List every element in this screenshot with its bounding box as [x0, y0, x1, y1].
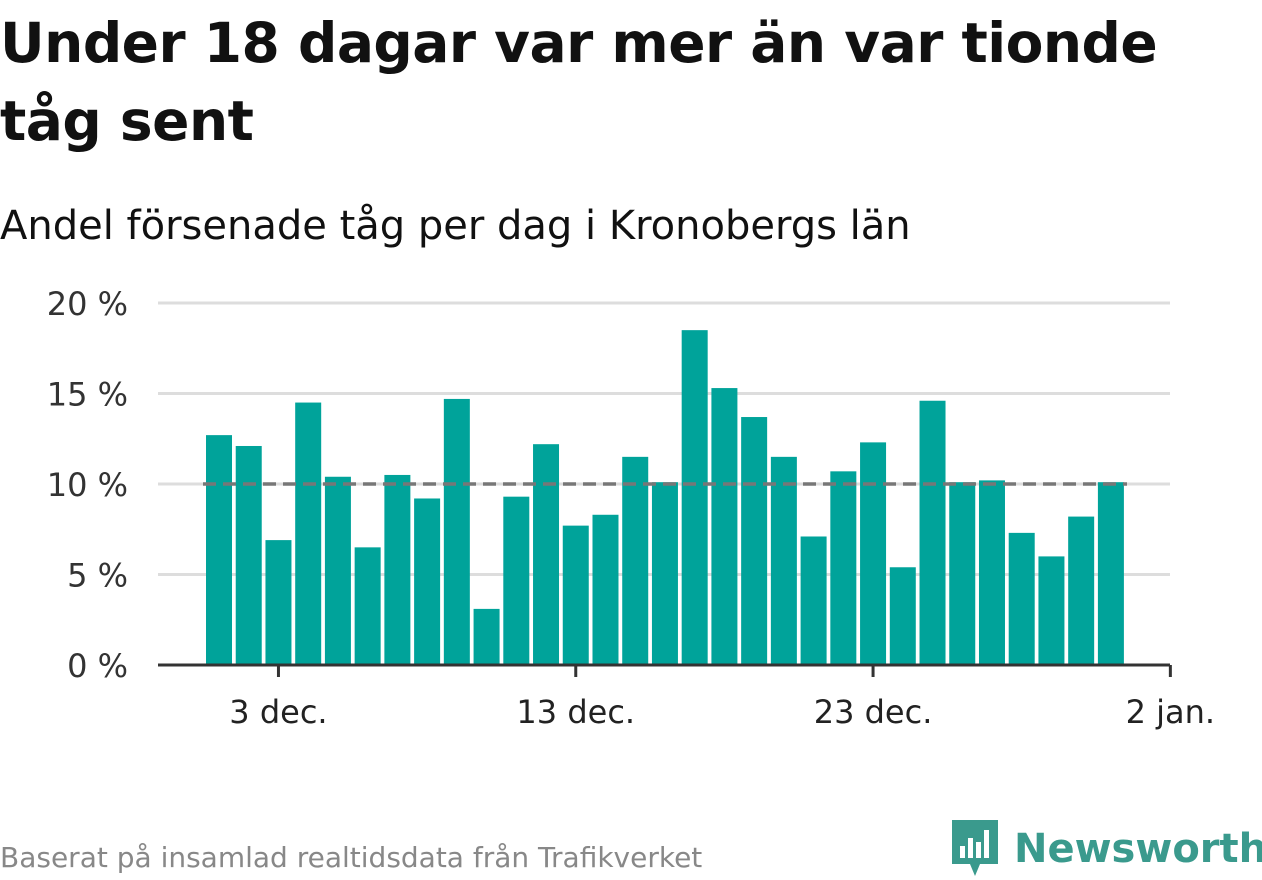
bar: [860, 442, 887, 665]
x-tick-label: 3 dec.: [229, 693, 327, 731]
source-note: Baserat på insamlad realtidsdata från Tr…: [0, 841, 703, 874]
bar: [206, 435, 232, 665]
bar: [651, 482, 678, 665]
bar: [562, 525, 589, 665]
bar: [414, 498, 441, 665]
bar: [295, 402, 322, 665]
bar-chart: 0 % 5 % 10 % 15 % 20 % 3 dec. 13 dec. 23 dec. 2 …: [47, 285, 1215, 731]
bar: [681, 330, 708, 665]
x-tick-label: 13 dec.: [516, 693, 635, 731]
y-tick-label: 20 %: [47, 285, 128, 323]
bar: [443, 398, 470, 665]
newsworthy-logo-icon: [952, 820, 998, 876]
x-tick-label: 23 dec.: [814, 693, 933, 731]
brand-name: Newsworthy: [1014, 826, 1262, 872]
chart-title: Under 18 dagar var mer än var tionde tåg…: [0, 11, 1158, 153]
bar: [889, 567, 916, 665]
y-tick-label: 15 %: [47, 376, 128, 414]
bar: [622, 456, 649, 665]
bar: [265, 540, 292, 665]
bar: [473, 608, 500, 665]
bar: [384, 474, 411, 665]
bar: [235, 445, 262, 665]
bar: [711, 388, 738, 665]
y-tick-label: 0 %: [67, 647, 128, 685]
bar: [800, 536, 827, 665]
bar: [830, 471, 857, 665]
bar: [1068, 516, 1095, 665]
bar: [592, 514, 619, 665]
bar: [1008, 532, 1035, 665]
bar: [324, 476, 351, 665]
y-tick-label: 5 %: [67, 557, 128, 595]
chart-subtitle: Andel försenade tåg per dag i Kronobergs…: [0, 203, 911, 249]
bar: [978, 480, 1005, 665]
brand: Newsworthy: [950, 818, 1262, 880]
bar: [1097, 482, 1124, 665]
bar: [1038, 556, 1065, 665]
bar: [533, 444, 560, 665]
x-tick-label: 2 jan.: [1126, 693, 1215, 731]
bar: [503, 496, 530, 665]
bar: [919, 400, 946, 665]
bar: [741, 417, 768, 665]
bar: [354, 547, 381, 665]
y-tick-label: 10 %: [47, 466, 128, 504]
bar: [770, 456, 797, 665]
bar: [949, 482, 976, 665]
